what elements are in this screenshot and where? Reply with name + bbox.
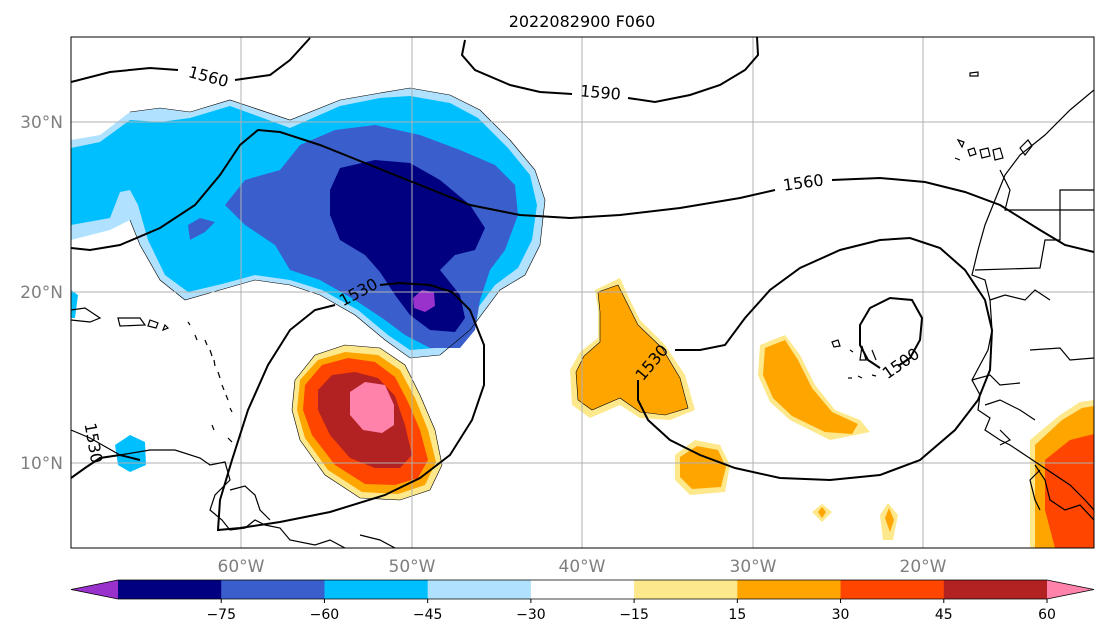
colorbar-segment xyxy=(324,580,429,599)
contour-1530-west xyxy=(216,281,485,532)
colorbar-tick-label: −30 xyxy=(516,607,546,623)
colorbar-tick-label: −15 xyxy=(619,607,649,623)
contour-labels: 1560 1590 1560 1530 1530 1530 1500 xyxy=(81,62,923,465)
colorbar: −75−60−45−30−151530456075 xyxy=(70,579,1095,623)
longitude-labels: 60°W 50°W 40°W 30°W 20°W xyxy=(218,557,947,577)
fill-minus-30-edge xyxy=(71,290,78,318)
fill-30-center xyxy=(576,285,688,415)
contour-1590-b xyxy=(627,37,760,104)
contour-label-1590: 1590 xyxy=(579,81,621,103)
fill-30-small-a xyxy=(680,446,726,489)
colorbar-segment xyxy=(634,580,738,599)
fill-75-main xyxy=(350,382,394,433)
figure-title: 2022082900 F060 xyxy=(509,12,656,31)
lat-label-20: 20°N xyxy=(20,283,63,303)
colorbar-tick-label: −45 xyxy=(413,607,443,623)
contour-1590 xyxy=(460,39,573,95)
lon-label-50w: 50°W xyxy=(389,557,436,577)
colorbar-tick-label: 15 xyxy=(728,607,746,623)
fill-speck-2-core xyxy=(885,508,894,532)
contour-1560-main xyxy=(71,128,776,252)
lat-label-10: 10°N xyxy=(20,454,63,474)
colorbar-segment xyxy=(530,580,635,599)
negative-anomaly-region xyxy=(71,87,546,472)
fill-minus-75 xyxy=(413,290,435,312)
lon-label-60w: 60°W xyxy=(218,557,265,577)
lon-label-30w: 30°W xyxy=(730,557,777,577)
contour-1560-north xyxy=(71,66,179,83)
contour-1530-east xyxy=(637,236,994,482)
contour-1530-left xyxy=(71,453,141,479)
latitude-labels: 30°N 20°N 10°N xyxy=(20,113,63,474)
coastlines xyxy=(71,71,1094,548)
colorbar-segment xyxy=(943,580,1048,599)
outline-negative xyxy=(129,87,546,359)
colorbar-tick-label: −60 xyxy=(310,607,340,623)
gridlines xyxy=(71,37,1094,548)
colorbar-segment xyxy=(118,580,222,599)
colorbar-segment xyxy=(221,580,325,599)
contour-1560-north-b xyxy=(234,37,311,81)
contour-1560-main-b xyxy=(831,176,1094,253)
colorbar-tick-label: 45 xyxy=(935,607,953,623)
colorbar-tick-label: 60 xyxy=(1038,607,1056,623)
positive-anomaly-region xyxy=(291,278,1094,548)
fill-minus-60 xyxy=(330,160,485,332)
contour-1500 xyxy=(859,296,924,369)
outline-center xyxy=(575,284,689,416)
height-contours xyxy=(71,37,1094,532)
colorbar-extend-min xyxy=(71,580,118,599)
colorbar-tick-label: −75 xyxy=(206,607,236,623)
colorbar-extend-max xyxy=(1047,580,1094,599)
lon-label-40w: 40°W xyxy=(559,557,606,577)
lat-label-30: 30°N xyxy=(20,113,63,133)
fill-speck-1-core xyxy=(818,507,826,518)
lon-label-20w: 20°W xyxy=(900,557,947,577)
colorbar-segment xyxy=(737,580,842,599)
outline-positive-main xyxy=(291,344,443,501)
fill-minus-45-small xyxy=(188,218,215,240)
colorbar-tick-label: 30 xyxy=(832,607,850,623)
fill-30-east xyxy=(763,340,858,434)
map-frame xyxy=(70,36,1095,549)
colorbar-segment xyxy=(840,580,945,599)
colorbar-outline xyxy=(70,579,1095,600)
colorbar-segment xyxy=(427,580,532,599)
